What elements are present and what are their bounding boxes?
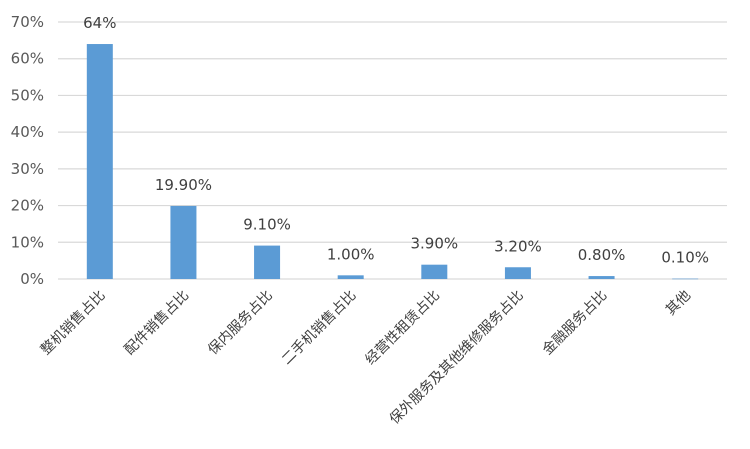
data-label: 0.80% [578, 246, 626, 264]
gridlines [58, 21, 727, 280]
x-tick-label: 配件销售占比 [122, 288, 193, 359]
bar [672, 278, 699, 280]
data-label: 3.90% [410, 235, 458, 253]
data-label: 3.20% [494, 237, 542, 255]
y-tick-label: 0% [20, 270, 44, 288]
x-tick-label: 保外服务及其他维修服务占比 [387, 288, 527, 428]
y-tick-label: 10% [11, 233, 44, 251]
y-tick-label: 70% [11, 13, 44, 31]
y-tick-label: 50% [11, 86, 44, 104]
bar [86, 44, 113, 280]
x-tick-label: 保内服务占比 [205, 288, 276, 359]
x-tick-label: 经营性租赁占比 [363, 288, 444, 369]
y-tick-label: 60% [11, 50, 44, 68]
bar [504, 267, 531, 279]
bar [337, 275, 364, 279]
y-axis-ticks: 0% 10% 20% 30% 40% 50% 60% 70% [11, 13, 44, 288]
bar [421, 264, 448, 279]
y-tick-label: 20% [11, 197, 44, 215]
data-label: 9.10% [243, 216, 291, 234]
data-labels: 64% 19.90% 9.10% 1.00% 3.90% 3.20% 0.80% 0.10% [83, 14, 709, 267]
data-label: 19.90% [155, 176, 212, 194]
bar [254, 245, 281, 279]
data-label: 0.10% [661, 249, 709, 267]
bar [588, 276, 615, 279]
x-tick-label: 金融服务占比 [540, 288, 611, 359]
x-tick-label: 其他 [663, 288, 694, 319]
data-label: 64% [83, 14, 116, 32]
y-tick-label: 30% [11, 160, 44, 178]
data-label: 1.00% [327, 245, 375, 263]
x-tick-label: 二手机销售占比 [279, 288, 360, 369]
y-tick-label: 40% [11, 123, 44, 141]
bars [86, 44, 699, 280]
x-axis-labels: 整机销售占比 配件销售占比 保内服务占比 二手机销售占比 经营性租赁占比保外服务及其他维… [38, 288, 694, 428]
x-tick-label: 整机销售占比 [38, 288, 109, 359]
bar [170, 205, 197, 279]
